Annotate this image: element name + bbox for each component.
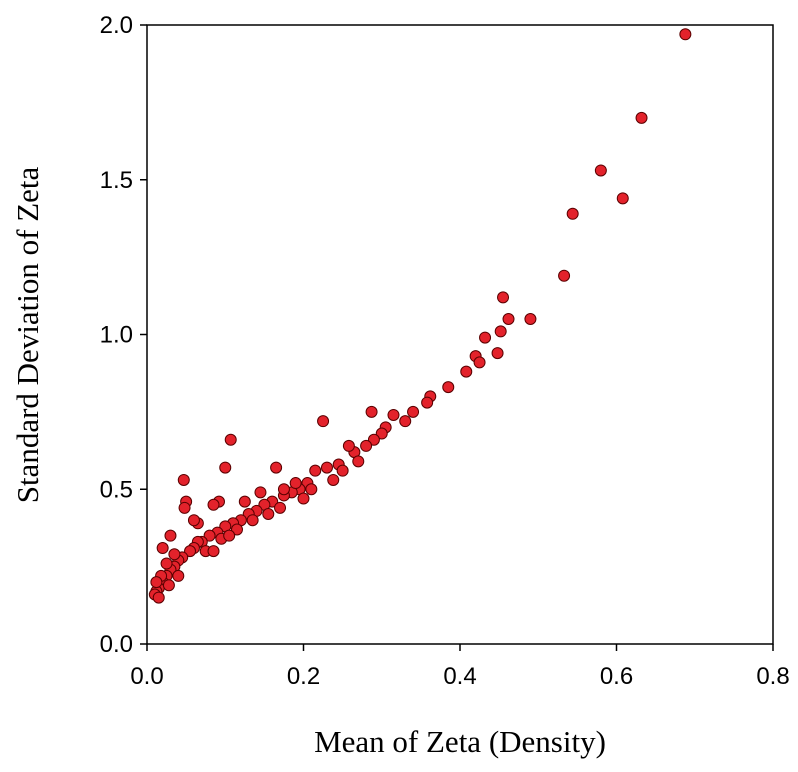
point <box>203 529 216 542</box>
point <box>679 28 692 41</box>
x-tick-label: 0.8 <box>756 663 789 690</box>
point <box>309 464 322 477</box>
point <box>297 492 310 505</box>
point <box>177 473 190 486</box>
y-tick-label: 2.0 <box>100 12 133 39</box>
point <box>336 464 349 477</box>
point <box>178 501 191 514</box>
point <box>277 483 290 496</box>
point <box>375 427 388 440</box>
point <box>407 405 420 418</box>
x-tick-label: 0.4 <box>443 663 476 690</box>
point <box>172 569 185 582</box>
point <box>305 483 318 496</box>
x-tick-label: 0.6 <box>600 663 633 690</box>
point <box>473 356 486 369</box>
point <box>162 579 175 592</box>
point <box>289 477 302 490</box>
point <box>594 164 607 177</box>
point <box>616 192 629 205</box>
point <box>224 433 237 446</box>
point <box>207 498 220 511</box>
point <box>387 408 400 421</box>
point <box>246 514 259 527</box>
point <box>223 529 236 542</box>
point <box>320 461 333 474</box>
point <box>365 405 378 418</box>
point <box>317 415 330 428</box>
point <box>460 365 473 378</box>
point <box>566 207 579 220</box>
point <box>152 591 165 604</box>
point <box>164 529 177 542</box>
point <box>270 461 283 474</box>
point <box>254 486 267 499</box>
point <box>558 269 571 282</box>
x-tick-label: 0.2 <box>287 663 320 690</box>
plot-frame <box>146 24 774 645</box>
y-tick-label: 1.0 <box>100 322 133 349</box>
point <box>150 576 163 589</box>
point <box>497 291 510 304</box>
point <box>219 461 232 474</box>
point <box>502 313 515 326</box>
point <box>230 523 243 536</box>
point <box>342 439 355 452</box>
point <box>156 542 169 555</box>
point <box>160 557 173 570</box>
y-tick-label: 1.5 <box>100 167 133 194</box>
y-tick-label: 0.5 <box>100 476 133 503</box>
point <box>494 325 507 338</box>
point <box>421 396 434 409</box>
point <box>479 331 492 344</box>
x-tick-label: 0.0 <box>130 663 163 690</box>
point <box>635 111 648 124</box>
point <box>262 508 275 521</box>
y-axis-label: Standard Deviation of Zeta <box>10 166 45 503</box>
point <box>367 433 380 446</box>
point <box>168 548 181 561</box>
point <box>238 495 251 508</box>
point <box>187 514 200 527</box>
y-tick-label: 0.0 <box>100 631 133 658</box>
point <box>352 455 365 468</box>
point <box>491 347 504 360</box>
point <box>207 545 220 558</box>
point <box>360 439 373 452</box>
point <box>274 501 287 514</box>
point <box>399 415 412 428</box>
x-axis-label: Mean of Zeta (Density) <box>314 724 606 759</box>
point <box>327 473 340 486</box>
point <box>184 545 197 558</box>
point <box>442 381 455 394</box>
point <box>524 313 537 326</box>
